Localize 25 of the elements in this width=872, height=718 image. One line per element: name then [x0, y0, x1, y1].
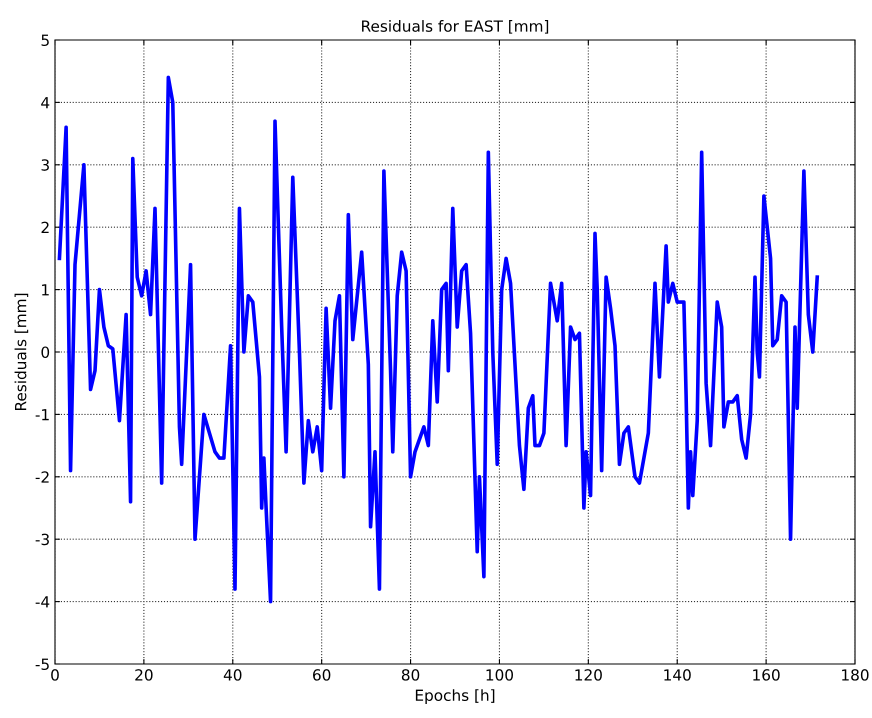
y-tick-label: -2 — [36, 471, 49, 483]
y-tick-label: 3 — [42, 159, 49, 171]
y-tick-label: 1 — [42, 284, 49, 296]
chart-title: Residuals for EAST [mm] — [362, 20, 548, 34]
x-tick-label: 140 — [664, 669, 691, 681]
x-tick-label: 180 — [842, 669, 869, 681]
x-tick-label: 100 — [486, 669, 514, 681]
y-tick-label: 0 — [41, 346, 50, 358]
y-tick-label: -4 — [36, 596, 50, 608]
y-tick-label: -5 — [36, 658, 49, 670]
y-tick-label: -3 — [36, 534, 49, 546]
x-tick-label: 160 — [753, 669, 780, 681]
y-tick-label: 2 — [42, 222, 49, 234]
x-tick-label: 40 — [224, 669, 242, 681]
x-tick-label: 80 — [402, 669, 420, 681]
y-axis-title: Residuals [mm] — [14, 294, 28, 410]
x-tick-label: 20 — [135, 669, 153, 681]
x-axis-title: Epochs [h] — [416, 689, 494, 704]
y-tick-label: 5 — [42, 34, 49, 46]
x-tick-label: 60 — [313, 669, 330, 681]
line-series — [58, 76, 820, 604]
x-tick-label: 0 — [51, 669, 59, 681]
x-tick-label: 120 — [575, 669, 602, 681]
y-tick-label: 4 — [41, 97, 50, 108]
y-tick-label: -1 — [36, 409, 49, 420]
